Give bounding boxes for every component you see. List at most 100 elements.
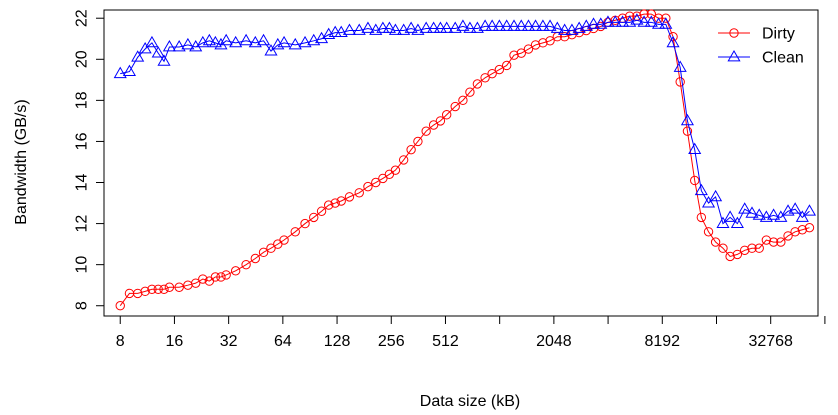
data-point — [465, 87, 475, 97]
data-point — [219, 33, 233, 46]
data-point — [788, 202, 802, 214]
data-point — [216, 272, 226, 282]
data-point — [210, 272, 221, 282]
plot-frame — [103, 9, 819, 317]
data-point — [328, 25, 342, 37]
data-point — [710, 237, 721, 247]
data-point — [480, 73, 490, 83]
data-point — [382, 21, 396, 33]
data-point — [768, 237, 779, 247]
data-point — [140, 286, 150, 297]
data-point — [639, 9, 649, 19]
y-tick-label: 22 — [74, 9, 91, 27]
data-point — [586, 17, 601, 29]
series-line — [119, 13, 810, 307]
data-point — [723, 210, 737, 222]
data-point — [659, 17, 673, 29]
legend-marker — [729, 28, 739, 38]
data-point — [494, 64, 505, 75]
data-point — [406, 144, 416, 155]
data-point — [271, 37, 285, 50]
data-point — [390, 165, 401, 175]
data-point — [732, 249, 743, 260]
data-point — [264, 44, 278, 56]
data-point — [208, 35, 222, 48]
data-point — [738, 202, 752, 214]
data-point — [378, 173, 388, 184]
data-point — [696, 212, 707, 223]
data-point — [191, 278, 201, 288]
data-point — [266, 243, 276, 253]
y-axis: 8 10 12 14 16 18 20 22 — [74, 9, 104, 310]
data-point — [637, 15, 651, 27]
data-point — [323, 200, 334, 210]
data-point — [288, 37, 302, 50]
data-point — [221, 270, 231, 280]
data-point — [501, 60, 512, 71]
data-point — [739, 245, 750, 255]
data-point — [361, 21, 375, 33]
data-point — [767, 208, 781, 220]
legend-label: Clean — [762, 50, 804, 67]
data-point — [680, 113, 695, 126]
data-point — [666, 35, 680, 48]
data-point — [316, 206, 327, 216]
data-point — [776, 237, 786, 247]
data-point — [248, 35, 262, 48]
data-point — [616, 15, 630, 27]
data-point — [690, 175, 700, 186]
data-point — [703, 227, 714, 237]
data-point — [413, 136, 423, 147]
data-point — [550, 21, 564, 33]
data-point — [754, 243, 764, 253]
data-point — [309, 212, 319, 223]
data-point — [153, 284, 163, 295]
data-point — [601, 15, 615, 27]
data-point — [458, 95, 468, 106]
data-point — [230, 266, 241, 276]
x-tick-label: 512 — [432, 333, 459, 350]
legend: Dirty Clean — [718, 26, 804, 67]
data-point — [608, 15, 622, 27]
x-tick-label: 32768 — [748, 333, 793, 350]
x-axis-title: Data size (kB) — [420, 393, 520, 410]
data-point — [376, 21, 390, 33]
data-point — [797, 225, 808, 235]
y-tick-label: 8 — [74, 301, 91, 310]
data-point — [644, 15, 658, 27]
series-clean — [113, 13, 817, 228]
data-point — [558, 23, 572, 35]
data-point — [363, 181, 373, 192]
data-point — [300, 218, 310, 229]
data-point — [668, 31, 678, 42]
x-tick-label: 8192 — [644, 333, 680, 350]
data-point — [421, 126, 431, 136]
data-point — [530, 40, 541, 50]
data-point — [344, 192, 355, 202]
data-point — [427, 21, 441, 33]
data-point — [624, 11, 635, 21]
data-point — [802, 204, 817, 216]
data-point — [157, 54, 171, 66]
data-point — [701, 196, 716, 208]
data-point — [470, 21, 484, 33]
data-point — [411, 23, 425, 35]
data-point — [653, 13, 664, 23]
data-point — [256, 33, 271, 46]
data-point — [132, 288, 143, 299]
y-axis-title: Bandwidth (GB/s) — [13, 99, 30, 224]
data-point — [536, 19, 550, 31]
data-point — [774, 210, 788, 222]
data-point — [298, 35, 312, 48]
data-point — [752, 208, 766, 220]
data-point — [113, 66, 127, 79]
data-point — [428, 120, 439, 130]
data-point — [147, 284, 157, 295]
data-point — [131, 50, 145, 62]
x-axis: 8 16 32 64 128 256 512 2048 8192 32768 — [116, 316, 826, 350]
data-point — [747, 243, 757, 253]
data-point — [122, 64, 137, 77]
data-point — [651, 17, 666, 29]
data-point — [172, 39, 186, 52]
data-point — [258, 247, 269, 258]
